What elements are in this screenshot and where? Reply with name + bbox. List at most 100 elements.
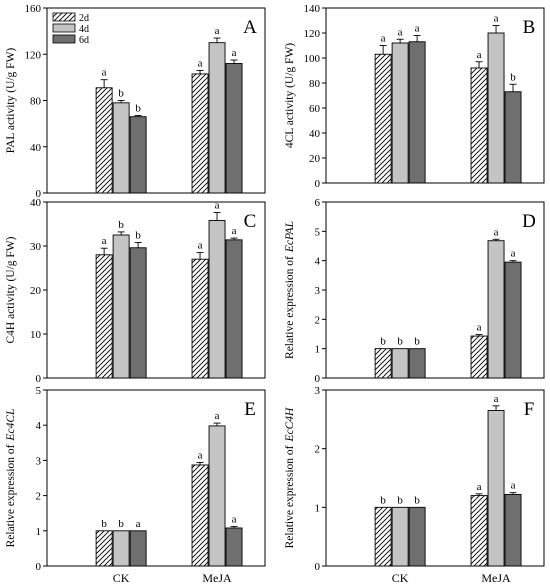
y-tick-label: 120: [304, 28, 321, 40]
significance-letter: a: [494, 13, 499, 25]
y-axis-label-text: Relative expression of: [284, 256, 296, 359]
y-tick-label: 0: [315, 178, 321, 190]
x-category-label: MeJA: [481, 571, 511, 585]
significance-letter: a: [232, 225, 237, 237]
bar-meja-6d: [504, 91, 522, 184]
significance-letter: a: [511, 480, 516, 492]
significance-letter: b: [118, 518, 124, 530]
panel-letter: D: [522, 211, 536, 232]
legend-label: 4d: [79, 24, 89, 35]
y-tick-label: 0: [315, 561, 321, 573]
bar-ck-2d: [95, 530, 113, 567]
y-tick-label: 60: [309, 103, 321, 115]
y-tick-label: 2: [36, 491, 42, 503]
bar-meja-4d: [487, 410, 505, 567]
significance-letter: a: [477, 49, 482, 61]
plot-frame: [325, 389, 545, 567]
y-tick-label: 3: [315, 285, 321, 297]
y-tick-label: 80: [30, 96, 42, 108]
y-axis-label-gene: EcPAL: [284, 221, 296, 253]
y-tick-label: 40: [30, 197, 42, 209]
significance-letter: b: [414, 494, 420, 506]
significance-letter: b: [397, 494, 403, 506]
y-tick-label: 5: [315, 226, 321, 238]
significance-letter: a: [198, 240, 203, 252]
bar-ck-2d: [374, 53, 392, 184]
y-axis-label: PAL activity (U/g FW): [5, 48, 17, 154]
y-tick-label: 30: [30, 241, 42, 253]
significance-letter: a: [494, 393, 499, 405]
bar-meja-6d: [225, 527, 243, 567]
bar-ck-6d: [129, 247, 147, 379]
y-axis-label-gene: EcC4H: [284, 407, 296, 443]
bar-meja-4d: [208, 42, 226, 194]
significance-letter: a: [477, 481, 482, 493]
bar-meja-2d: [191, 258, 209, 379]
y-axis-label-text: PAL activity (U/g FW): [5, 48, 17, 154]
significance-letter: a: [494, 226, 499, 238]
significance-letter: b: [118, 88, 124, 100]
bar-meja-2d: [191, 464, 209, 567]
y-axis-label: 4CL activity (U/g FW): [284, 43, 296, 148]
bar-meja-2d: [191, 73, 209, 194]
significance-letter: b: [414, 336, 420, 348]
x-category-label: MeJA: [202, 571, 232, 585]
y-tick-label: 160: [25, 3, 42, 15]
y-tick-label: 40: [30, 142, 42, 154]
significance-letter: a: [102, 67, 107, 79]
bar-ck-4d: [112, 234, 130, 379]
x-category-label: CK: [113, 571, 130, 585]
y-tick-label: 0: [36, 188, 42, 200]
legend-label: 6d: [79, 35, 89, 46]
significance-letter: b: [118, 219, 124, 231]
significance-letter: a: [381, 33, 386, 45]
plot-frame: [325, 7, 545, 184]
y-tick-label: 0: [315, 373, 321, 385]
panel-letter: E: [244, 399, 256, 420]
y-tick-label: 0: [36, 561, 42, 573]
panel-letter: B: [523, 17, 536, 38]
significance-letter: b: [380, 494, 386, 506]
bar-meja-4d: [208, 220, 226, 379]
y-tick-label: 20: [309, 153, 321, 165]
significance-letter: a: [511, 248, 516, 260]
bar-ck-4d: [391, 348, 409, 379]
significance-letter: a: [198, 450, 203, 462]
panel-letter: A: [243, 17, 257, 38]
y-axis-label-text: Relative expression of: [284, 445, 296, 548]
y-axis-label-text: C4H activity (U/g FW): [5, 236, 17, 343]
bar-meja-6d: [225, 63, 243, 194]
y-axis-label: C4H activity (U/g FW): [5, 236, 17, 343]
significance-letter: a: [198, 57, 203, 69]
y-tick-label: 4: [36, 420, 42, 432]
y-tick-label: 20: [30, 285, 42, 297]
significance-letter: a: [102, 235, 107, 247]
bar-meja-4d: [487, 240, 505, 379]
y-tick-label: 3: [315, 385, 321, 397]
bar-ck-6d: [129, 530, 147, 567]
bar-meja-2d: [470, 67, 488, 184]
y-tick-label: 1: [36, 526, 42, 538]
panel-letter: F: [524, 399, 535, 420]
y-axis-label-text: Relative expression of: [5, 444, 17, 547]
bar-meja-6d: [504, 493, 522, 567]
significance-letter: a: [215, 200, 220, 212]
significance-letter: b: [135, 103, 141, 115]
y-tick-label: 2: [315, 314, 321, 326]
y-tick-label: 0: [36, 373, 42, 385]
bar-ck-4d: [112, 102, 130, 194]
y-tick-label: 140: [304, 3, 321, 15]
bar-meja-6d: [225, 239, 243, 379]
significance-letter: b: [397, 336, 403, 348]
bar-ck-4d: [391, 42, 409, 184]
significance-letter: a: [232, 47, 237, 59]
y-axis-label: Relative expression of Ec4CL: [5, 409, 17, 548]
y-axis-label: Relative expression of EcC4H: [284, 407, 296, 548]
significance-letter: a: [477, 322, 482, 334]
bar-ck-6d: [408, 41, 426, 184]
